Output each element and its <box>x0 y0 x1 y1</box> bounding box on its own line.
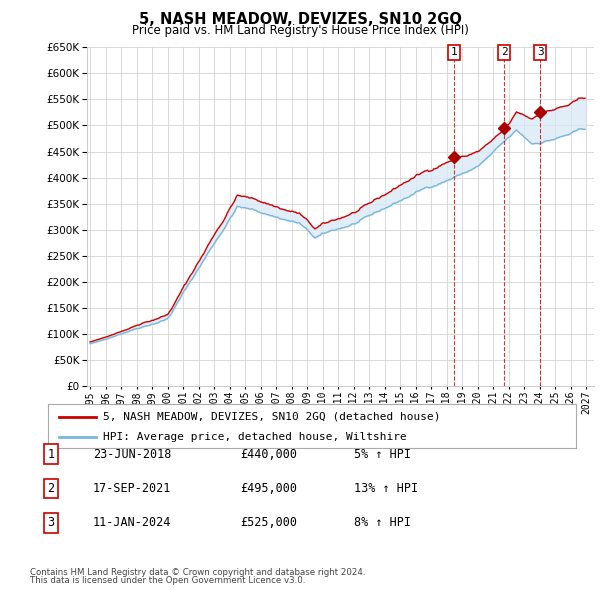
Text: 3: 3 <box>47 516 55 529</box>
Text: This data is licensed under the Open Government Licence v3.0.: This data is licensed under the Open Gov… <box>30 576 305 585</box>
Text: 5, NASH MEADOW, DEVIZES, SN10 2GQ: 5, NASH MEADOW, DEVIZES, SN10 2GQ <box>139 12 461 27</box>
Text: 2: 2 <box>47 482 55 495</box>
Text: Contains HM Land Registry data © Crown copyright and database right 2024.: Contains HM Land Registry data © Crown c… <box>30 568 365 577</box>
Text: 2: 2 <box>501 47 508 57</box>
Text: £440,000: £440,000 <box>240 448 297 461</box>
Text: 5% ↑ HPI: 5% ↑ HPI <box>354 448 411 461</box>
Text: 17-SEP-2021: 17-SEP-2021 <box>93 482 172 495</box>
Text: £525,000: £525,000 <box>240 516 297 529</box>
Text: 1: 1 <box>451 47 457 57</box>
Text: 1: 1 <box>47 448 55 461</box>
Text: 11-JAN-2024: 11-JAN-2024 <box>93 516 172 529</box>
Text: 13% ↑ HPI: 13% ↑ HPI <box>354 482 418 495</box>
Text: HPI: Average price, detached house, Wiltshire: HPI: Average price, detached house, Wilt… <box>103 432 407 442</box>
Text: 5, NASH MEADOW, DEVIZES, SN10 2GQ (detached house): 5, NASH MEADOW, DEVIZES, SN10 2GQ (detac… <box>103 412 441 421</box>
Text: £495,000: £495,000 <box>240 482 297 495</box>
Text: 3: 3 <box>537 47 544 57</box>
Text: Price paid vs. HM Land Registry's House Price Index (HPI): Price paid vs. HM Land Registry's House … <box>131 24 469 37</box>
Text: 8% ↑ HPI: 8% ↑ HPI <box>354 516 411 529</box>
Text: 23-JUN-2018: 23-JUN-2018 <box>93 448 172 461</box>
